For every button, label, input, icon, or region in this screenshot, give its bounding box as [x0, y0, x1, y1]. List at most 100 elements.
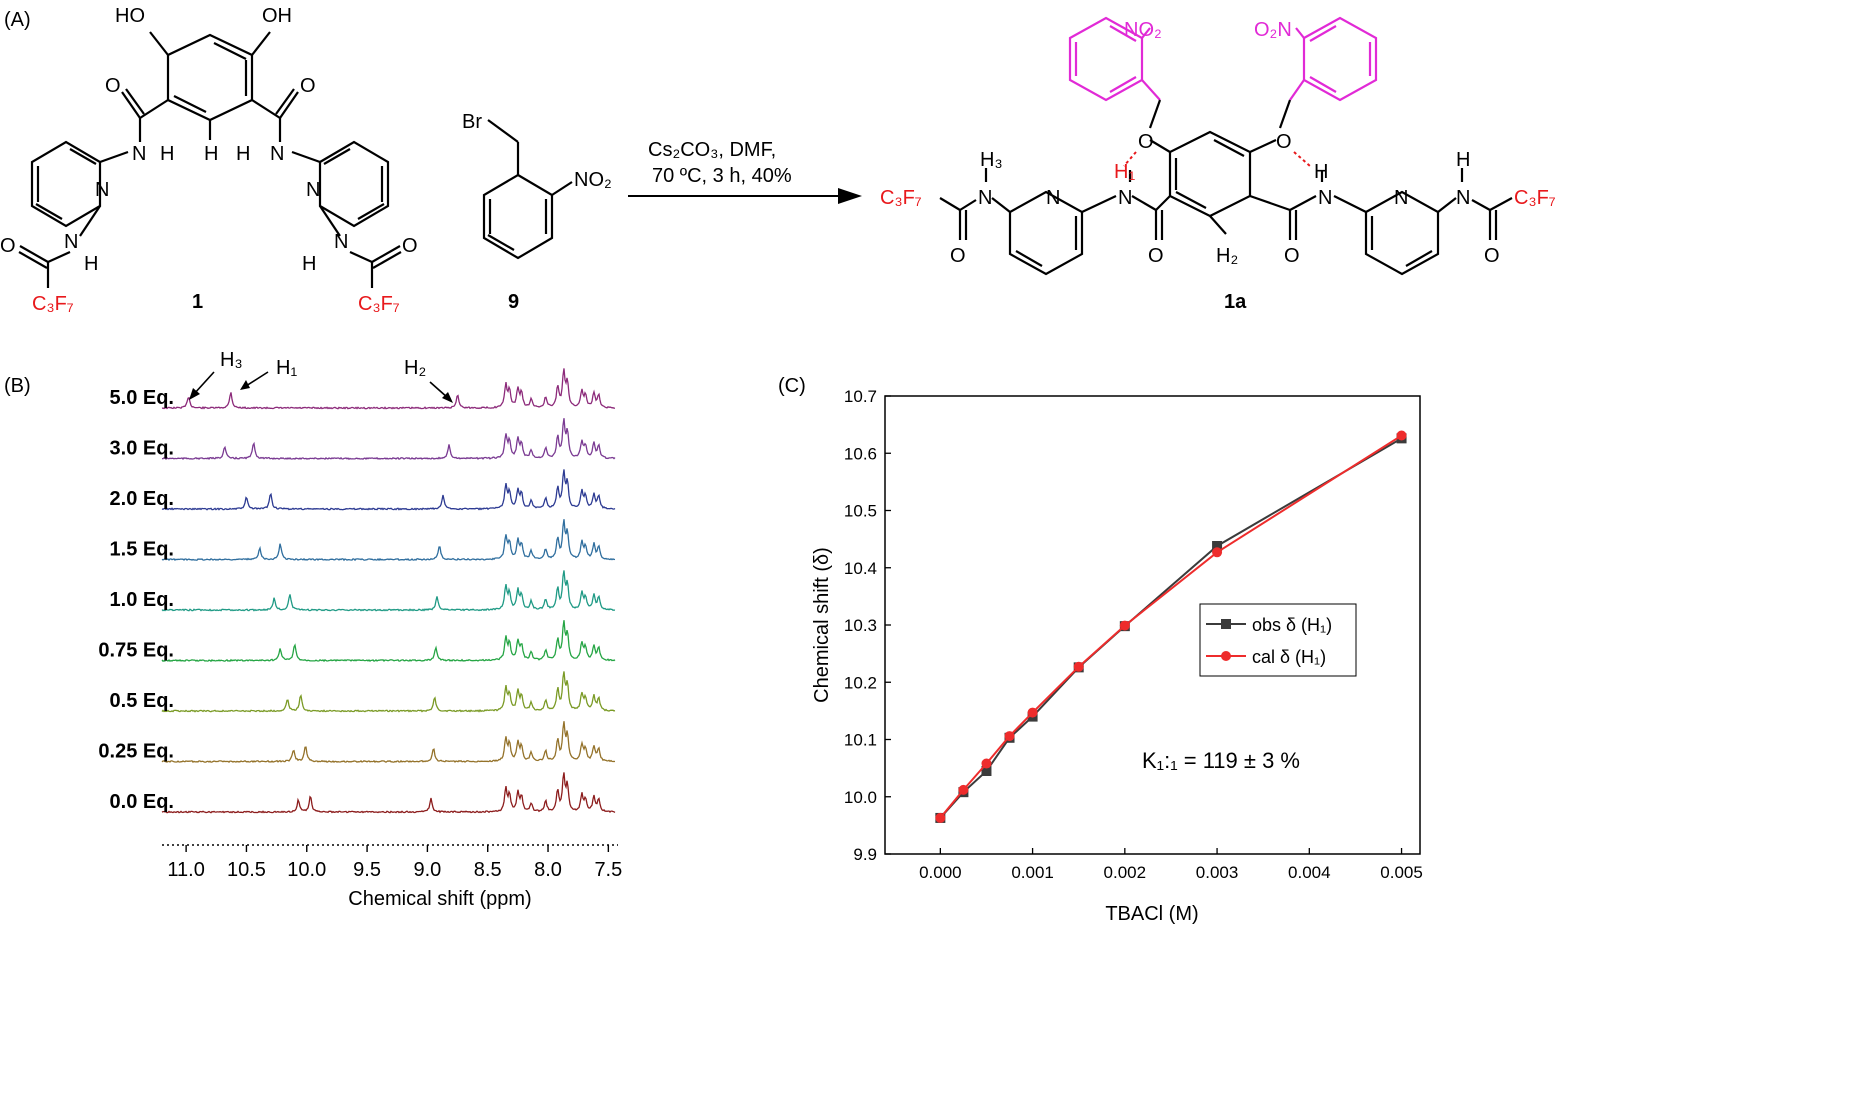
legend-label-obs: obs δ (H₁): [1252, 615, 1332, 635]
atom-o: O: [1276, 131, 1292, 153]
arrow-h3: [193, 371, 215, 395]
nmr-spectrum: 1.0 Eq.: [110, 570, 616, 612]
data-point-cal: [958, 784, 969, 795]
data-point-cal: [1396, 430, 1407, 441]
atom-h: H: [236, 143, 250, 165]
left-pyridine-ring: [1008, 190, 1084, 276]
panel-a-label: (A): [4, 9, 31, 31]
atom-o: O: [1284, 245, 1300, 267]
y-tick-label: 10.6: [844, 444, 877, 463]
nmr-tick-label: 9.5: [353, 859, 381, 881]
nmr-spectrum: 0.0 Eq.: [110, 772, 616, 814]
central-benzene-ring: [166, 33, 254, 122]
peak-annotations: H₃ H₁ H₂: [189, 349, 453, 403]
central-benzene-ring: [1168, 130, 1252, 218]
atom-h: H: [160, 143, 174, 165]
atom-n: N: [1118, 187, 1132, 209]
data-point-cal: [1119, 620, 1130, 631]
x-tick-label: 0.003: [1196, 863, 1239, 882]
reaction-arrow: [628, 188, 862, 204]
atom-h: H: [1456, 149, 1470, 171]
right-pyridine-ring: [1364, 190, 1440, 276]
atom-n: N: [1394, 187, 1408, 209]
data-point-cal: [1073, 661, 1084, 672]
y-tick-label: 10.1: [844, 731, 877, 750]
nmr-x-axis: 11.0 10.5 10.0 9.5 9.0 8.5 8.0 7.5: [162, 844, 622, 881]
atom-n: N: [1046, 187, 1060, 209]
nmr-trace: [161, 620, 616, 663]
y-tick-label: 10.0: [844, 788, 877, 807]
spectrum-equivalents-label: 0.0 Eq.: [110, 791, 174, 813]
compound-1a-label: 1a: [1224, 291, 1247, 313]
nmr-tick-label: 8.5: [474, 859, 502, 881]
panel-b-label: (B): [4, 375, 31, 397]
compound-1a-structure: [939, 130, 1513, 276]
spectrum-equivalents-label: 5.0 Eq.: [110, 387, 174, 409]
spectrum-equivalents-label: 1.0 Eq.: [110, 589, 174, 611]
nmr-trace: [161, 570, 616, 612]
atom-h: H: [84, 253, 98, 275]
atom-o: O: [1138, 131, 1154, 153]
x-tick-label: 0.004: [1288, 863, 1331, 882]
c3f7-group: C₃F₇: [1514, 187, 1556, 209]
atom-o: O: [300, 75, 316, 97]
spectrum-equivalents-label: 1.5 Eq.: [110, 539, 174, 561]
atom-o: O: [0, 235, 16, 257]
nmr-trace: [161, 772, 616, 814]
peak-label-h1: H₁: [276, 357, 297, 379]
data-point-cal: [935, 812, 946, 823]
data-point-cal: [1027, 707, 1038, 718]
nmr-x-axis-title: Chemical shift (ppm): [348, 888, 531, 910]
x-tick-label: 0.001: [1011, 863, 1054, 882]
nmr-trace: [161, 671, 616, 713]
legend-marker-obs: [1221, 619, 1231, 629]
x-tick-label: 0.002: [1104, 863, 1147, 882]
right-pyridine-ring: [318, 140, 390, 228]
reaction-conditions-line2: 70 ºC, 3 h, 40%: [652, 165, 792, 187]
nmr-trace: [161, 469, 616, 511]
nmr-trace: [161, 368, 616, 410]
atom-n: N: [334, 231, 348, 253]
compound-1-label: 1: [192, 291, 203, 313]
nmr-spectrum: 5.0 Eq.: [110, 368, 616, 410]
chart-series: [935, 430, 1407, 823]
nitro-group: O₂N: [1254, 19, 1292, 41]
spectrum-equivalents-label: 0.5 Eq.: [110, 690, 174, 712]
atom-n: N: [978, 187, 992, 209]
atom-o: O: [950, 245, 966, 267]
atom-o: O: [1148, 245, 1164, 267]
data-point-cal: [1212, 547, 1223, 558]
legend: obs δ (H₁) cal δ (H₁): [1199, 603, 1357, 677]
spectrum-equivalents-label: 2.0 Eq.: [110, 488, 174, 510]
atom-br: Br: [462, 111, 482, 133]
atom-oh: OH: [262, 5, 292, 27]
arrow-h2-head: [442, 392, 453, 403]
atom-o: O: [1484, 245, 1500, 267]
right-nitrophenyl-ring: [1302, 16, 1378, 102]
panel-c-label: (C): [778, 375, 806, 397]
compound-1a-atoms: NO₂ O₂N O O H₁ H N N O O H₂ N N N N H₃ H…: [880, 19, 1556, 313]
c3f7-group: C₃F₇: [880, 187, 922, 209]
benzyl-ring: [482, 173, 554, 260]
data-point-cal: [1004, 731, 1015, 742]
nmr-spectrum: 2.0 Eq.: [110, 469, 616, 511]
nitrobenzyl-groups: [1068, 16, 1378, 102]
atom-n: N: [1318, 187, 1332, 209]
atom-n: N: [1456, 187, 1470, 209]
series-cal: [935, 430, 1407, 823]
atom-o: O: [402, 235, 418, 257]
arrow-h3-head: [189, 388, 200, 400]
nmr-tick-label: 9.0: [413, 859, 441, 881]
benzyl-ether-links: [1148, 99, 1292, 129]
h3-label: H₃: [980, 149, 1003, 171]
h2-label: H₂: [1216, 245, 1238, 267]
x-axis-ticks: 0.000 0.001 0.002 0.003 0.004 0.005: [919, 848, 1423, 882]
atom-n: N: [132, 143, 146, 165]
data-point-obs: [981, 765, 992, 776]
nmr-tick-label: 10.5: [227, 859, 266, 881]
compound-9-label: 9: [508, 291, 519, 313]
panel-b: (B) 5.0 Eq. 3.0 Eq. 2.0 Eq. 1.5 Eq. 1.0 Eq. 0…: [4, 349, 622, 910]
y-tick-label: 9.9: [853, 845, 877, 864]
peak-label-h2: H₂: [404, 357, 426, 379]
compound-1-atoms: HO OH O O N H H H N N N N H O N H O C₃F₇…: [0, 5, 418, 315]
